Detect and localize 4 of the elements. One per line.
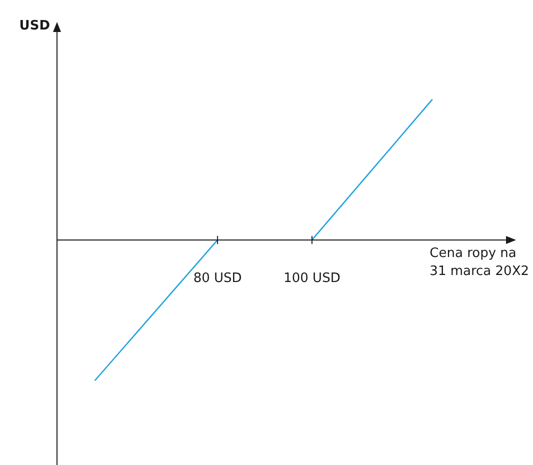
x-tick-label: 100 USD (284, 270, 340, 286)
text: USD (19, 18, 50, 34)
x-axis-title: Cena ropy na 31 marca 20X2 (430, 246, 529, 279)
x-tick-label: 80 USD (193, 270, 242, 286)
